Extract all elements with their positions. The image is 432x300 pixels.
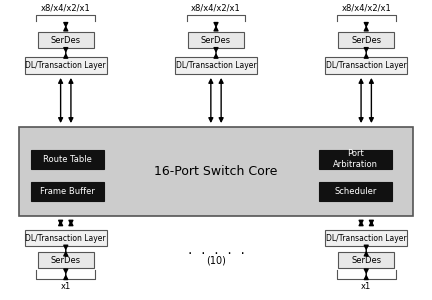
- Text: SerDes: SerDes: [201, 36, 231, 45]
- Text: Port
Arbitration: Port Arbitration: [333, 149, 378, 169]
- FancyBboxPatch shape: [338, 252, 394, 268]
- FancyBboxPatch shape: [188, 32, 244, 49]
- FancyBboxPatch shape: [319, 150, 392, 169]
- Text: DL/Transaction Layer: DL/Transaction Layer: [326, 61, 407, 70]
- Text: DL/Transaction Layer: DL/Transaction Layer: [176, 61, 256, 70]
- Text: 16-Port Switch Core: 16-Port Switch Core: [154, 165, 278, 178]
- Text: DL/Transaction Layer: DL/Transaction Layer: [326, 234, 407, 243]
- Text: x8/x4/x2/x1: x8/x4/x2/x1: [191, 3, 241, 12]
- Text: x8/x4/x2/x1: x8/x4/x2/x1: [41, 3, 91, 12]
- Text: Route Table: Route Table: [44, 155, 92, 164]
- FancyBboxPatch shape: [338, 32, 394, 49]
- Text: Frame Buffer: Frame Buffer: [41, 187, 95, 196]
- Text: .  .  .  .  .: . . . . .: [187, 243, 245, 257]
- FancyBboxPatch shape: [38, 32, 94, 49]
- FancyBboxPatch shape: [19, 128, 413, 216]
- Text: SerDes: SerDes: [351, 256, 381, 265]
- Text: DL/Transaction Layer: DL/Transaction Layer: [25, 61, 106, 70]
- Text: (10): (10): [206, 255, 226, 265]
- FancyBboxPatch shape: [32, 150, 105, 169]
- Text: SerDes: SerDes: [51, 36, 81, 45]
- Text: SerDes: SerDes: [351, 36, 381, 45]
- FancyBboxPatch shape: [25, 230, 107, 246]
- Text: x8/x4/x2/x1: x8/x4/x2/x1: [341, 3, 391, 12]
- FancyBboxPatch shape: [175, 57, 257, 74]
- FancyBboxPatch shape: [319, 182, 392, 201]
- Text: x1: x1: [60, 282, 71, 291]
- FancyBboxPatch shape: [325, 230, 407, 246]
- Text: Scheduler: Scheduler: [334, 187, 377, 196]
- FancyBboxPatch shape: [325, 57, 407, 74]
- Text: DL/Transaction Layer: DL/Transaction Layer: [25, 234, 106, 243]
- FancyBboxPatch shape: [32, 182, 105, 201]
- Text: x1: x1: [361, 282, 372, 291]
- Text: SerDes: SerDes: [51, 256, 81, 265]
- FancyBboxPatch shape: [38, 252, 94, 268]
- FancyBboxPatch shape: [25, 57, 107, 74]
